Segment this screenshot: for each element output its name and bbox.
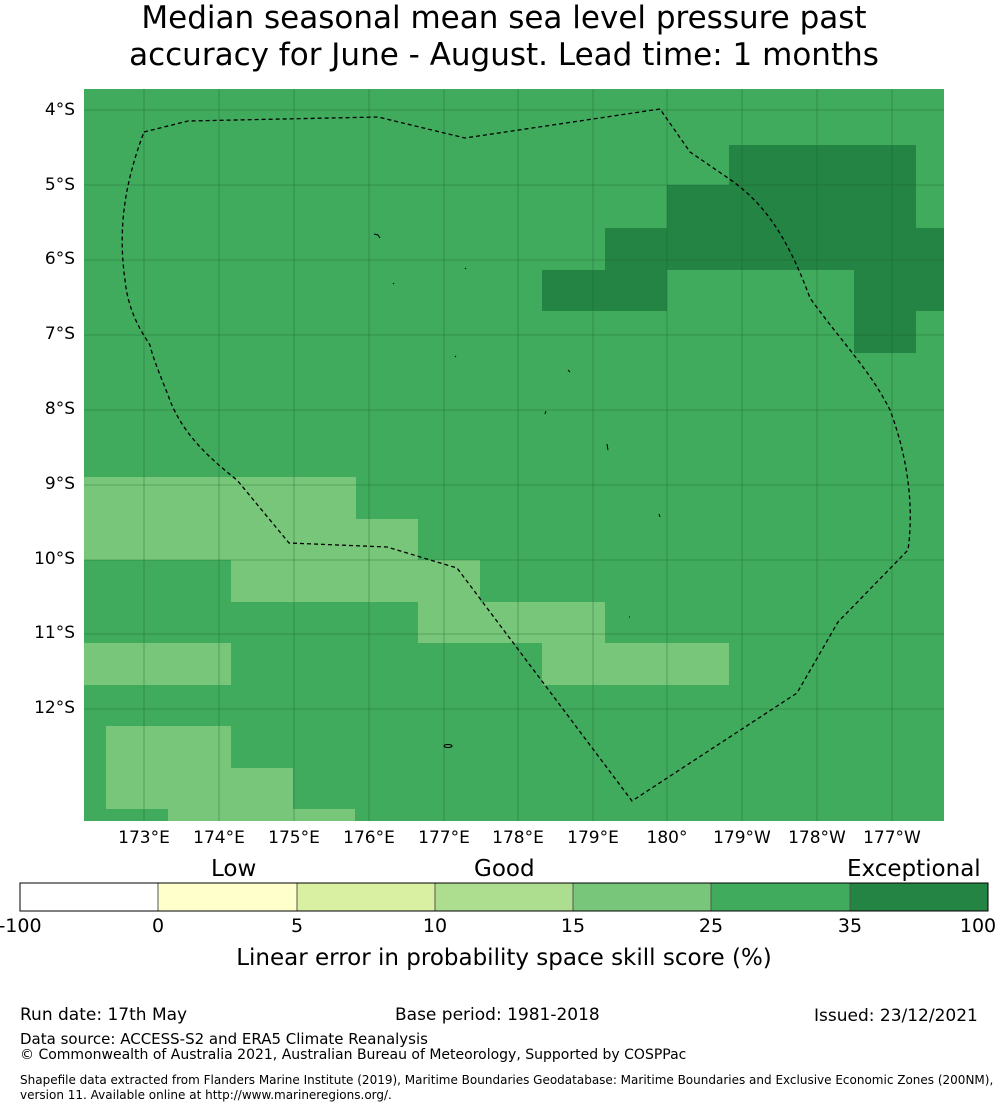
lon-label: 178°E [492,828,544,848]
lon-label: 175°E [268,828,320,848]
skill-cell [168,809,355,821]
issued-date: Issued: 23/12/2021 [814,1006,978,1026]
skill-cell [542,270,667,311]
skill-cell [84,477,356,519]
map-title-line-2: accuracy for June - August. Lead time: 1… [129,37,879,73]
colorbar-segment [20,883,158,911]
base-period: Base period: 1981-2018 [395,1005,600,1025]
shapefile-credit-line-1: Shapefile data extracted from Flanders M… [20,1073,994,1087]
colorbar-segment [435,883,573,911]
skill-cell [605,228,944,270]
colorbar-outline [19,882,989,912]
skill-cell [729,145,916,185]
map-gridlines [84,89,944,821]
colorbar [19,882,989,912]
copyright-notice: © Commonwealth of Australia 2021, Austra… [20,1047,687,1063]
skill-cell [84,519,418,560]
island [544,410,547,415]
colorbar-segment [297,883,435,911]
colorbar-tick-label: 0 [151,915,165,937]
map-panel [84,89,944,821]
lon-label: 177°W [863,828,921,848]
island [606,443,609,451]
island [464,267,467,270]
lat-label: 11°S [34,623,75,643]
colorbar-segment [711,883,850,911]
data-source: Data source: ACCESS-S2 and ERA5 Climate … [20,1030,428,1048]
island [454,355,457,358]
map-title-line-1: Median seasonal mean sea level pressure … [141,0,867,36]
lat-label: 4°S [44,100,75,120]
skill-cell [418,602,605,643]
skill-cell [106,726,231,768]
lat-label: 5°S [44,175,75,195]
eez-boundary [121,108,911,802]
skill-35-100-cells [542,145,944,353]
lon-label: 174°E [193,828,245,848]
island [567,369,571,373]
island [443,744,453,748]
skill-cell [106,768,293,809]
lon-label: 177°E [418,828,470,848]
lat-label: 6°S [44,249,75,269]
lat-label: 9°S [44,474,75,494]
lat-label: 12°S [34,698,75,718]
colorbar-tick-label: 10 [422,915,448,937]
colorbar-label: Linear error in probability space skill … [236,945,772,971]
islands [373,233,661,748]
colorbar-segment [573,883,711,911]
lon-label: 176°E [343,828,395,848]
colorbar-tick-label: 5 [290,915,304,937]
colorbar-segment [850,883,988,911]
shapefile-credit-line-2: version 11. Available online at http://w… [20,1088,392,1102]
island [392,282,395,285]
skill-cell [667,185,916,228]
skill-cell [231,560,480,602]
category-label-low: Low [211,856,257,882]
colorbar-tick-label: 100 [959,915,997,937]
run-date: Run date: 17th May [20,1005,188,1025]
colorbar-tick-label: -100 [0,915,42,937]
island [373,233,381,239]
lat-label: 10°S [34,549,75,569]
colorbar-tick-label: 25 [698,915,724,937]
lon-label: 178°W [788,828,846,848]
skill-cell [854,270,944,311]
lat-label: 7°S [44,324,75,344]
lon-label: 179°W [713,828,771,848]
category-label-good: Good [474,856,535,882]
category-label-exceptional: Exceptional [847,856,981,882]
lon-label: 173°E [118,828,170,848]
lat-label: 8°S [44,399,75,419]
skill-15-25-cells [84,477,729,821]
island [658,513,661,518]
skill-cell [84,643,231,685]
lon-label: 179°E [567,828,619,848]
skill-cell [854,311,916,353]
lon-label: 180° [646,828,688,848]
colorbar-tick-label: 15 [560,915,586,937]
skill-cell [542,643,729,685]
colorbar-tick-label: 35 [837,915,863,937]
colorbar-segment [158,883,297,911]
